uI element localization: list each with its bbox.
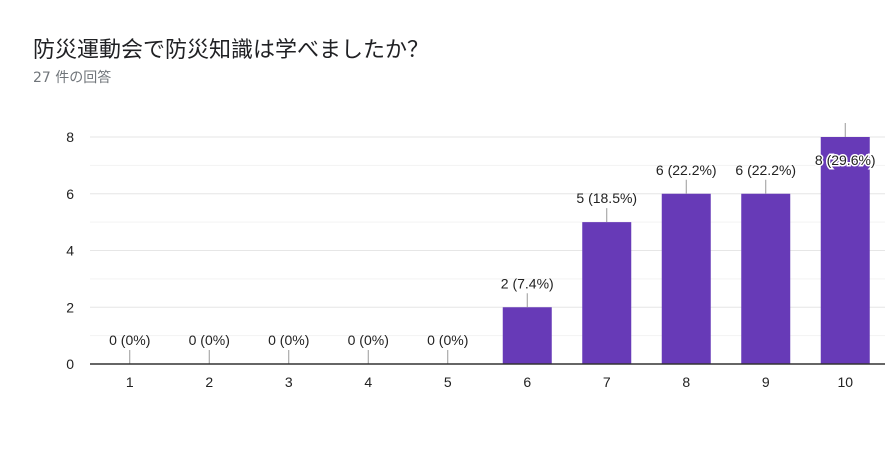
bar (582, 222, 632, 364)
data-label: 8 (29.6%) (815, 152, 876, 168)
data-label: 0 (0%) (268, 332, 309, 348)
bar (820, 137, 870, 364)
bar (502, 307, 552, 364)
x-tick-label: 10 (837, 374, 853, 390)
x-tick-label: 1 (126, 374, 134, 390)
data-label: 5 (18.5%) (576, 190, 637, 206)
x-tick-label: 6 (523, 374, 531, 390)
bar (661, 193, 711, 364)
y-tick-label: 0 (66, 356, 74, 372)
y-tick-label: 8 (66, 129, 74, 145)
data-label: 0 (0%) (189, 332, 230, 348)
bar (741, 193, 791, 364)
x-tick-label: 4 (364, 374, 372, 390)
x-tick-label: 3 (285, 374, 293, 390)
x-tick-label: 2 (205, 374, 213, 390)
data-label: 6 (22.2%) (656, 162, 717, 178)
question-title: 防災運動会で防災知識は学べましたか？ (33, 38, 430, 63)
data-label: 0 (0%) (109, 332, 150, 348)
y-tick-label: 2 (66, 299, 74, 315)
data-label: 0 (0%) (348, 332, 389, 348)
x-tick-label: 8 (682, 374, 690, 390)
data-label: 6 (22.2%) (735, 162, 796, 178)
data-label: 2 (7.4%) (501, 275, 554, 291)
y-tick-label: 4 (66, 243, 74, 259)
x-tick-label: 7 (603, 374, 611, 390)
data-label: 0 (0%) (427, 332, 468, 348)
y-tick-label: 6 (66, 186, 74, 202)
x-tick-label: 9 (762, 374, 770, 390)
response-count: 27 件の回答 (33, 70, 112, 86)
x-tick-label: 5 (444, 374, 452, 390)
